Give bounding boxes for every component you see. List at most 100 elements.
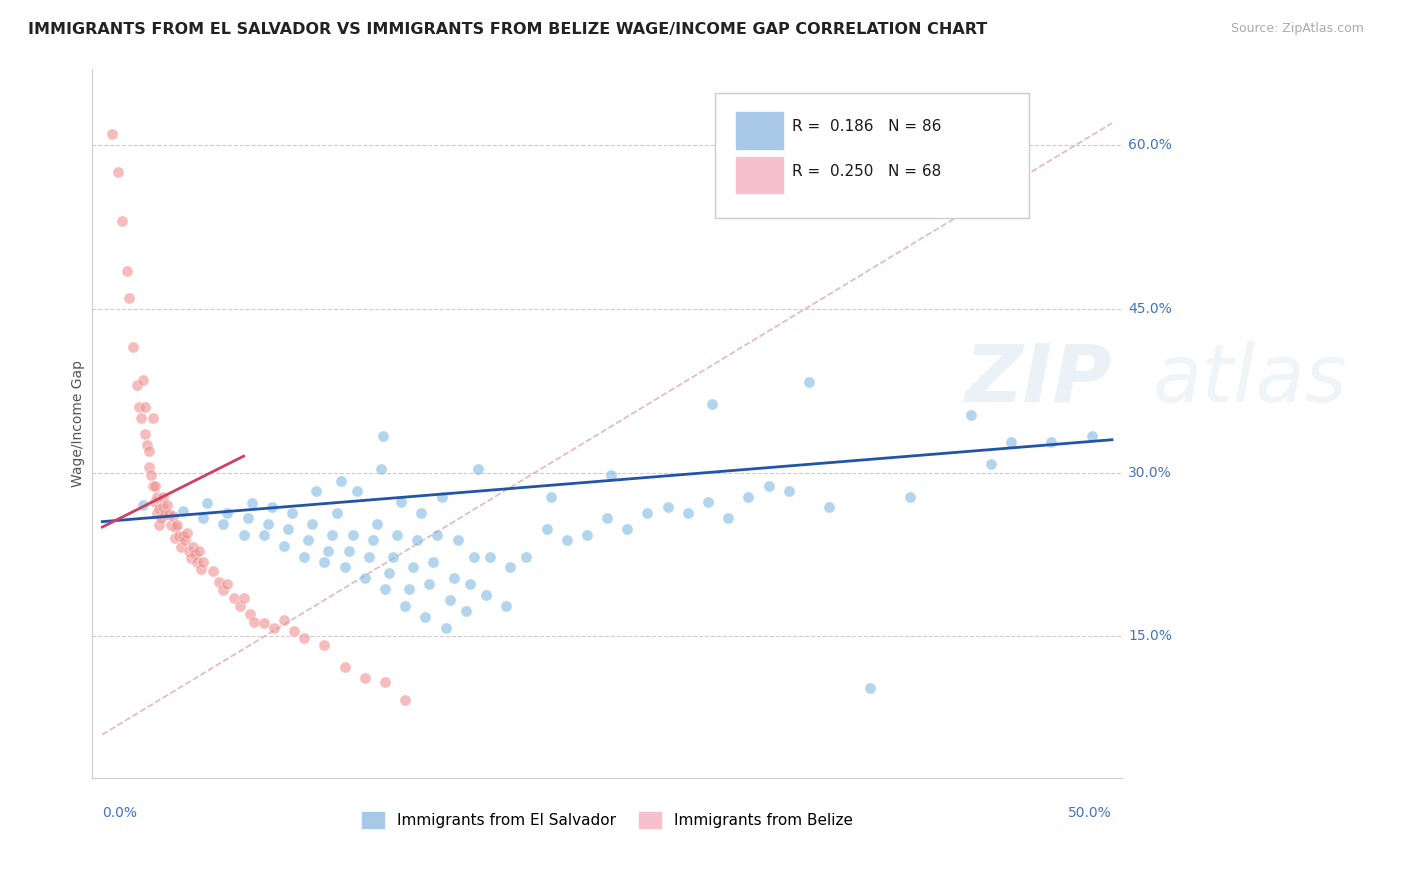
Text: R =  0.250   N = 68: R = 0.250 N = 68: [793, 164, 942, 179]
Point: [181, 540, 204, 554]
Point: [188, 544, 211, 558]
Text: 60.0%: 60.0%: [1128, 138, 1173, 152]
Point: [385, 527, 408, 541]
Point: [152, 500, 174, 515]
Point: [540, 490, 562, 504]
Point: [758, 478, 780, 492]
Point: [394, 692, 416, 706]
Text: IMMIGRANTS FROM EL SALVADOR VS IMMIGRANTS FROM BELIZE WAGE/INCOME GAP CORRELATIO: IMMIGRANTS FROM EL SALVADOR VS IMMIGRANT…: [28, 22, 987, 37]
Point: [346, 484, 368, 499]
Point: [143, 478, 166, 492]
Point: [281, 506, 304, 520]
Point: [357, 549, 380, 564]
Point: [458, 577, 481, 591]
Point: [374, 582, 396, 597]
Point: [273, 613, 295, 627]
Point: [406, 533, 429, 548]
Point: [156, 498, 179, 512]
Text: 0.0%: 0.0%: [103, 805, 138, 820]
Text: atlas: atlas: [1153, 341, 1347, 418]
Point: [101, 127, 124, 141]
Point: [959, 408, 981, 422]
Point: [146, 506, 169, 520]
Point: [193, 511, 215, 525]
Point: [515, 549, 537, 564]
Point: [222, 591, 245, 605]
Point: [170, 540, 193, 554]
Point: [239, 607, 262, 622]
Point: [129, 411, 152, 425]
Point: [329, 475, 352, 489]
Text: Source: ZipAtlas.com: Source: ZipAtlas.com: [1230, 22, 1364, 36]
Text: ZIP: ZIP: [965, 341, 1112, 418]
Point: [389, 495, 412, 509]
Point: [163, 520, 186, 534]
Point: [415, 609, 437, 624]
FancyBboxPatch shape: [735, 156, 783, 194]
Point: [115, 263, 138, 277]
Point: [430, 490, 453, 504]
Point: [111, 214, 134, 228]
FancyBboxPatch shape: [735, 112, 783, 149]
Point: [305, 484, 328, 499]
Point: [217, 577, 239, 591]
Point: [128, 400, 150, 414]
Point: [980, 457, 1002, 471]
Point: [134, 427, 156, 442]
Point: [478, 549, 501, 564]
Point: [353, 571, 375, 585]
Point: [374, 675, 396, 690]
Point: [361, 533, 384, 548]
Point: [152, 490, 174, 504]
Point: [1000, 434, 1022, 449]
Point: [157, 507, 180, 521]
Point: [139, 467, 162, 482]
Point: [117, 291, 139, 305]
Point: [240, 496, 263, 510]
Point: [149, 511, 172, 525]
Point: [174, 533, 197, 548]
Point: [366, 516, 388, 531]
Point: [398, 582, 420, 597]
Point: [439, 593, 461, 607]
Text: 45.0%: 45.0%: [1128, 301, 1171, 316]
Point: [337, 544, 360, 558]
Point: [314, 555, 336, 569]
Point: [467, 462, 489, 476]
Text: 30.0%: 30.0%: [1128, 466, 1171, 480]
Point: [212, 583, 235, 598]
Point: [301, 516, 323, 531]
Point: [434, 621, 457, 635]
Point: [131, 498, 153, 512]
Point: [426, 527, 449, 541]
Point: [292, 632, 315, 646]
Point: [232, 527, 254, 541]
Point: [818, 500, 841, 515]
Point: [283, 624, 305, 638]
Point: [162, 509, 184, 524]
Point: [146, 490, 169, 504]
Point: [797, 375, 820, 389]
Point: [125, 378, 148, 392]
Point: [142, 411, 165, 425]
Point: [370, 462, 392, 476]
Point: [898, 490, 921, 504]
Point: [172, 504, 194, 518]
Point: [637, 506, 659, 520]
Point: [333, 560, 356, 574]
Point: [180, 550, 202, 565]
Point: [378, 566, 401, 580]
Point: [160, 517, 183, 532]
Point: [1080, 429, 1102, 443]
Point: [179, 544, 201, 558]
Point: [253, 616, 276, 631]
Point: [447, 533, 470, 548]
Point: [176, 525, 198, 540]
Point: [657, 500, 679, 515]
Point: [382, 549, 405, 564]
Point: [148, 501, 170, 516]
Point: [342, 527, 364, 541]
Point: [142, 478, 165, 492]
Point: [138, 460, 160, 475]
Point: [148, 517, 170, 532]
